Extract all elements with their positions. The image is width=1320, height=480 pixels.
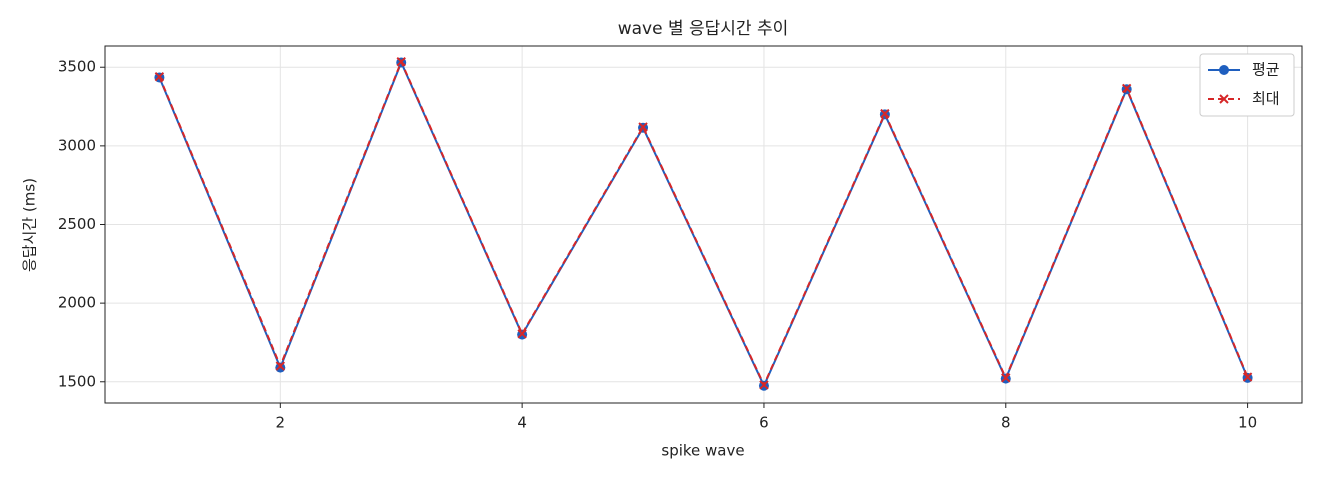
x-tick-label: 6 — [759, 414, 769, 432]
point — [1001, 373, 1011, 383]
y-tick-label: 3500 — [58, 58, 96, 76]
y-axis-label: 응답시간 (ms) — [21, 178, 39, 272]
point — [880, 108, 890, 119]
legend-label: 평균 — [1252, 61, 1280, 79]
point — [759, 380, 769, 390]
point — [517, 329, 527, 339]
y-tick-label: 2500 — [58, 215, 96, 233]
plot-frame — [104, 45, 1303, 404]
x-tick-label: 2 — [276, 414, 286, 432]
point — [275, 361, 286, 371]
legend-marker — [1219, 94, 1229, 104]
point — [154, 71, 165, 82]
y-tick-label: 2000 — [58, 294, 96, 312]
y-tick-label: 3000 — [58, 136, 96, 154]
legend-label: 최대 — [1252, 90, 1280, 108]
x-tick-label: 8 — [1001, 414, 1011, 432]
point — [396, 57, 406, 67]
x-tick-label: 4 — [517, 414, 527, 432]
legend-marker — [1219, 65, 1229, 75]
x-axis-label: spike wave — [661, 442, 744, 460]
chart-title: wave 별 응답시간 추이 — [618, 19, 789, 39]
x-tick-label: 10 — [1238, 414, 1257, 432]
legend-box — [1199, 53, 1295, 117]
series-line — [158, 59, 1249, 388]
point — [1242, 372, 1253, 382]
point — [638, 122, 648, 132]
y-tick-label: 1500 — [58, 372, 96, 390]
point — [1121, 83, 1132, 94]
